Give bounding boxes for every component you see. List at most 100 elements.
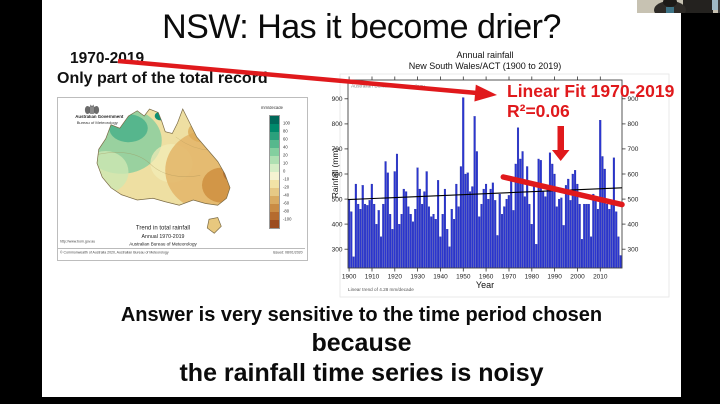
svg-text:1920: 1920 <box>388 274 403 281</box>
colorbar-segment <box>270 172 279 180</box>
bar-1947 <box>455 183 458 269</box>
svg-text:700: 700 <box>628 146 639 153</box>
bar-1912 <box>375 224 378 269</box>
bar-1949 <box>459 166 462 269</box>
bar-1902 <box>352 256 355 269</box>
colorbar-segment <box>270 140 279 148</box>
colorbar-tick-label: -80 <box>283 209 290 214</box>
bar-1917 <box>386 172 389 269</box>
bar-1980 <box>530 224 533 269</box>
tasmania-outline <box>206 217 222 234</box>
bar-1981 <box>532 183 536 269</box>
bar-1956 <box>475 151 478 269</box>
bar-2002 <box>580 239 583 269</box>
webcam-video-content <box>637 0 720 13</box>
map-colorbar <box>269 115 280 229</box>
rainfall-trend-map-figure: Australian Government Bureau of Meteorol… <box>57 97 308 261</box>
map-caption-line2: Annual 1970-2019 <box>141 233 185 240</box>
chart-trend-footnote: Linear trend of 4.28 mm/decade <box>348 287 414 293</box>
bar-1969 <box>505 198 508 269</box>
australia-trend-map <box>96 108 231 234</box>
bar-2005 <box>587 203 590 269</box>
bar-1925 <box>405 191 408 269</box>
bar-1968 <box>503 206 506 269</box>
bar-2017 <box>615 211 618 269</box>
colorbar-tick-label: 20 <box>283 153 288 158</box>
bar-1945 <box>450 208 453 269</box>
colorbar-tick-label: 0 <box>283 169 286 174</box>
svg-text:800: 800 <box>628 121 639 128</box>
svg-text:1910: 1910 <box>365 274 380 281</box>
bar-2012 <box>603 168 606 269</box>
svg-text:1960: 1960 <box>479 274 494 281</box>
bar-1958 <box>480 203 483 269</box>
bar-1944 <box>448 246 451 269</box>
bar-1963 <box>491 182 494 269</box>
bar-1922 <box>398 224 401 269</box>
bar-1989 <box>551 163 554 269</box>
svg-text:500: 500 <box>332 196 343 203</box>
colorbar-segment <box>270 156 279 164</box>
bar-1931 <box>418 188 421 269</box>
conclusion-text: Answer is very sensitive to the time per… <box>42 302 681 389</box>
colorbar-tick-label: 60 <box>283 137 288 142</box>
colorbar-segment <box>270 124 279 132</box>
bar-2006 <box>590 236 593 269</box>
bar-1991 <box>555 206 558 269</box>
bar-1904 <box>357 203 360 269</box>
svg-text:1980: 1980 <box>525 274 540 281</box>
bar-1970 <box>507 195 510 269</box>
bar-2009 <box>596 208 599 269</box>
bar-1950 <box>462 97 465 269</box>
bar-1946 <box>453 219 456 269</box>
bar-1943 <box>446 229 449 269</box>
webcam-video-thumbnail[interactable] <box>637 0 720 13</box>
bar-1985 <box>542 191 545 269</box>
bar-1929 <box>414 208 417 269</box>
map-caption: Trend in total rainfall Annual 1970-2019… <box>88 224 238 249</box>
map-caption-line1: Trend in total rainfall <box>135 224 191 231</box>
bar-1930 <box>416 167 419 269</box>
bar-1972 <box>512 210 515 269</box>
bar-1907 <box>364 203 367 269</box>
bar-1959 <box>482 188 485 269</box>
bar-1967 <box>501 214 504 269</box>
linear-fit-line <box>500 174 625 208</box>
bar-2003 <box>583 203 586 269</box>
bar-1964 <box>494 200 497 269</box>
bar-2008 <box>594 198 597 269</box>
colorbar-tick-label: 100 <box>283 121 291 126</box>
colorbar-segment <box>270 188 279 196</box>
bar-1977 <box>523 196 526 269</box>
bar-1976 <box>521 151 524 269</box>
bar-1927 <box>409 214 412 269</box>
colorbar-tick-label: 10 <box>283 161 288 166</box>
map-issued: Issued: 08/01/2020 <box>273 251 303 255</box>
colorbar-tick-label: -40 <box>283 193 290 198</box>
bar-1908 <box>366 205 369 269</box>
svg-text:700: 700 <box>332 146 343 153</box>
bar-1987 <box>546 188 549 269</box>
conclusion-line3: the rainfall time series is noisy <box>179 359 544 387</box>
bar-2019 <box>619 255 622 269</box>
bar-1952 <box>466 172 469 269</box>
bar-1915 <box>382 203 385 269</box>
colorbar-segment <box>270 212 279 220</box>
bar-1934 <box>425 171 428 269</box>
bar-1910 <box>370 183 373 269</box>
bar-1921 <box>395 153 399 269</box>
slide-title: NSW: Has it become drier? <box>162 8 561 46</box>
bar-1938 <box>434 219 437 269</box>
bar-1965 <box>496 235 499 269</box>
svg-text:1930: 1930 <box>410 274 425 281</box>
svg-text:2010: 2010 <box>593 274 608 281</box>
bar-1966 <box>498 193 501 269</box>
colorbar-tick-label: -60 <box>283 201 290 206</box>
colorbar-tick-label: -10 <box>283 177 290 182</box>
bar-1993 <box>560 197 563 269</box>
bar-1903 <box>354 183 357 269</box>
logo-bom-text: Bureau of Meteorology <box>76 121 118 126</box>
svg-text:900: 900 <box>628 96 639 103</box>
bar-1974 <box>516 127 520 269</box>
